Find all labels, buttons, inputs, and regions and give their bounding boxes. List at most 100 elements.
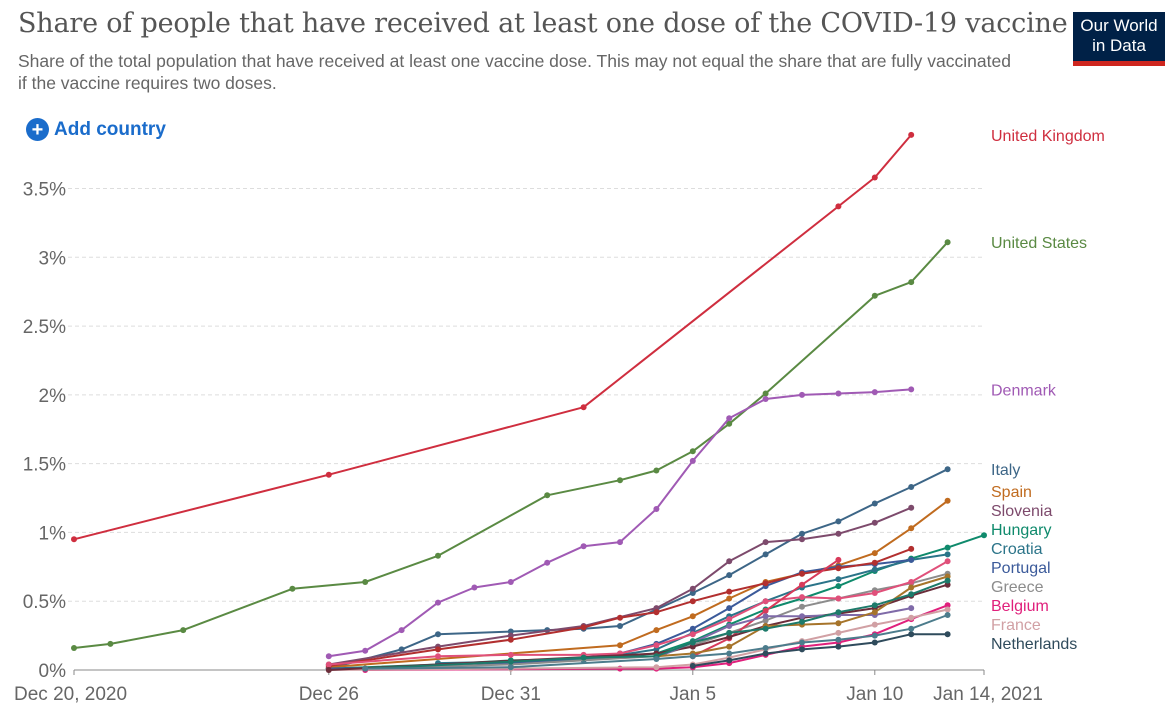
data-point bbox=[981, 532, 987, 539]
data-point bbox=[944, 612, 951, 618]
data-point bbox=[726, 650, 733, 657]
series-label: Netherlands bbox=[991, 636, 1077, 653]
data-point bbox=[689, 590, 696, 596]
data-point bbox=[726, 595, 733, 602]
data-point bbox=[835, 203, 842, 210]
data-point bbox=[580, 654, 587, 661]
data-point bbox=[580, 624, 587, 631]
data-point bbox=[180, 627, 187, 634]
data-point bbox=[944, 602, 951, 609]
data-point bbox=[362, 665, 369, 672]
data-point bbox=[653, 506, 660, 512]
data-point bbox=[71, 645, 77, 651]
series-label: Hungary bbox=[991, 522, 1051, 539]
data-point bbox=[689, 457, 696, 464]
data-point bbox=[871, 632, 878, 639]
data-point bbox=[871, 621, 878, 628]
data-point bbox=[908, 484, 915, 490]
data-point bbox=[835, 530, 842, 537]
data-point bbox=[726, 629, 733, 636]
data-point bbox=[471, 584, 478, 591]
data-point bbox=[762, 607, 769, 614]
data-point bbox=[871, 519, 878, 526]
series-line bbox=[73, 241, 949, 649]
data-point bbox=[435, 552, 441, 559]
data-point bbox=[435, 646, 441, 653]
series-label: United Kingdom bbox=[991, 128, 1105, 145]
data-point bbox=[871, 559, 878, 566]
data-point bbox=[762, 539, 769, 546]
y-tick-label: 0.5% bbox=[23, 592, 66, 613]
data-point bbox=[653, 627, 660, 634]
data-point bbox=[908, 525, 915, 532]
y-tick-label: 3.5% bbox=[23, 180, 66, 201]
data-point bbox=[871, 602, 878, 609]
data-point bbox=[435, 653, 441, 660]
series-label: France bbox=[991, 617, 1041, 634]
x-tick-label: Jan 5 bbox=[670, 684, 716, 705]
data-point bbox=[653, 605, 660, 612]
data-point bbox=[689, 613, 696, 620]
data-point bbox=[362, 647, 369, 654]
data-point bbox=[944, 631, 951, 638]
data-point bbox=[325, 471, 332, 478]
series-label: Spain bbox=[991, 484, 1032, 501]
data-point bbox=[871, 292, 878, 299]
data-point bbox=[871, 500, 878, 507]
plus-circle-icon: + bbox=[26, 118, 49, 141]
data-point bbox=[762, 396, 769, 402]
y-tick-label: 2.5% bbox=[23, 317, 66, 338]
data-point bbox=[944, 466, 951, 473]
data-point bbox=[617, 623, 623, 629]
data-point bbox=[726, 588, 733, 595]
data-point bbox=[835, 636, 842, 643]
data-point bbox=[835, 620, 842, 627]
series-label: Portugal bbox=[991, 560, 1051, 577]
data-point bbox=[362, 579, 369, 585]
data-point bbox=[871, 550, 878, 557]
data-point bbox=[908, 504, 915, 511]
data-point bbox=[799, 639, 805, 646]
data-point bbox=[835, 390, 842, 397]
data-point bbox=[799, 570, 805, 577]
data-point bbox=[726, 558, 733, 565]
data-point bbox=[435, 599, 441, 606]
data-point bbox=[617, 539, 623, 546]
data-point bbox=[617, 642, 623, 649]
data-point bbox=[799, 581, 805, 588]
owid-logo[interactable]: Our World in Data bbox=[1073, 12, 1165, 66]
data-point bbox=[726, 605, 733, 612]
series-label: Italy bbox=[991, 462, 1020, 479]
add-country-label: Add country bbox=[54, 118, 166, 140]
series-line bbox=[328, 560, 949, 666]
add-country-button[interactable]: + Add country bbox=[26, 118, 166, 141]
series-label: Greece bbox=[991, 579, 1044, 596]
data-point bbox=[544, 559, 551, 566]
data-point bbox=[580, 543, 587, 550]
data-point bbox=[617, 665, 623, 672]
data-point bbox=[835, 518, 842, 525]
data-point bbox=[689, 625, 696, 632]
data-point bbox=[689, 639, 696, 646]
series-label: United States bbox=[991, 235, 1087, 252]
data-point bbox=[908, 625, 915, 632]
data-point bbox=[762, 580, 769, 587]
data-point bbox=[689, 598, 696, 605]
data-point bbox=[835, 583, 842, 590]
data-point bbox=[325, 653, 332, 660]
series-line bbox=[328, 468, 949, 670]
x-tick-label: Dec 26 bbox=[299, 684, 359, 705]
data-point bbox=[908, 386, 915, 393]
data-point bbox=[944, 551, 951, 558]
data-point bbox=[908, 584, 915, 591]
data-point bbox=[726, 623, 733, 629]
series-label: Denmark bbox=[991, 382, 1057, 399]
data-point bbox=[507, 658, 514, 665]
data-point bbox=[689, 631, 696, 638]
data-point bbox=[507, 636, 514, 643]
data-point bbox=[908, 556, 915, 563]
data-point bbox=[762, 390, 769, 397]
data-point bbox=[507, 651, 514, 658]
data-point bbox=[799, 530, 805, 537]
data-point bbox=[835, 565, 842, 572]
